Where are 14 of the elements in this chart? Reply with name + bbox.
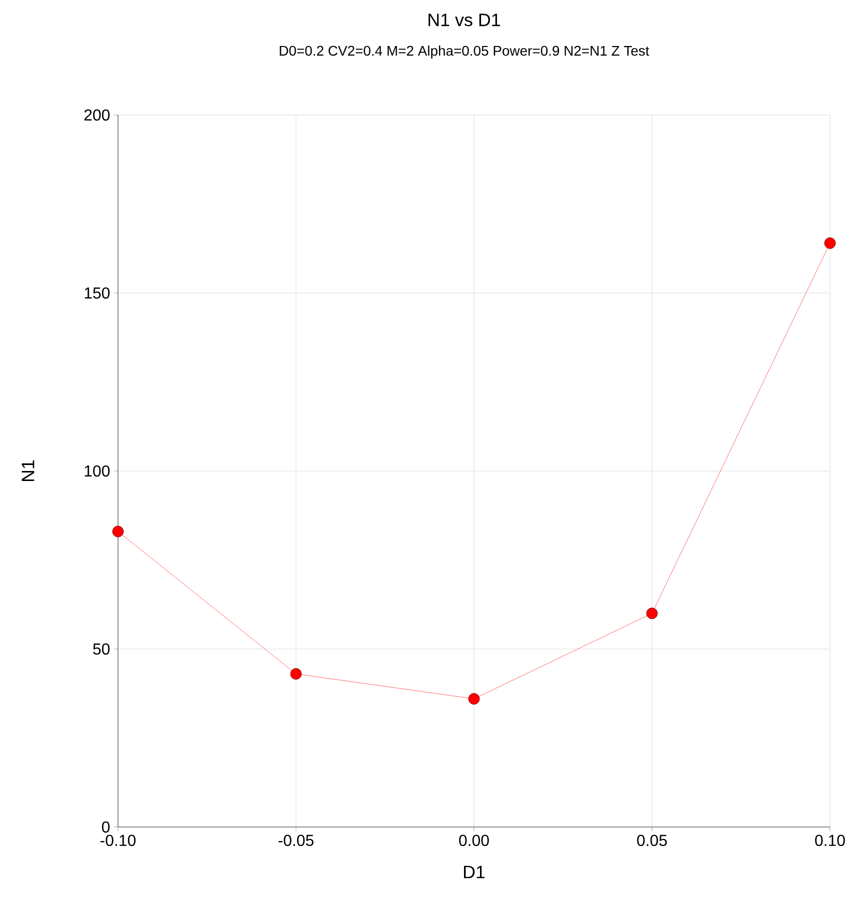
- y-tick-label: 150: [84, 287, 110, 299]
- x-tick-label: 0.00: [459, 834, 489, 846]
- x-axis-title: D1: [464, 866, 485, 878]
- x-tick-label: -0.10: [100, 834, 136, 846]
- y-tick-label: 0: [102, 821, 110, 833]
- chart-title: N1 vs D1: [428, 14, 500, 26]
- x-tick-label: -0.05: [278, 834, 314, 846]
- y-tick-label: 50: [93, 643, 110, 655]
- chart-subtitle: D0=0.2 CV2=0.4 M=2 Alpha=0.05 Power=0.9 N2=N1 Z Test: [280, 45, 650, 58]
- x-tick-label: 0.10: [815, 834, 845, 846]
- y-axis-title: N1: [22, 460, 34, 481]
- y-tick-label: 100: [84, 465, 110, 477]
- x-tick-label: 0.05: [637, 834, 667, 846]
- y-tick-label: 200: [84, 109, 110, 121]
